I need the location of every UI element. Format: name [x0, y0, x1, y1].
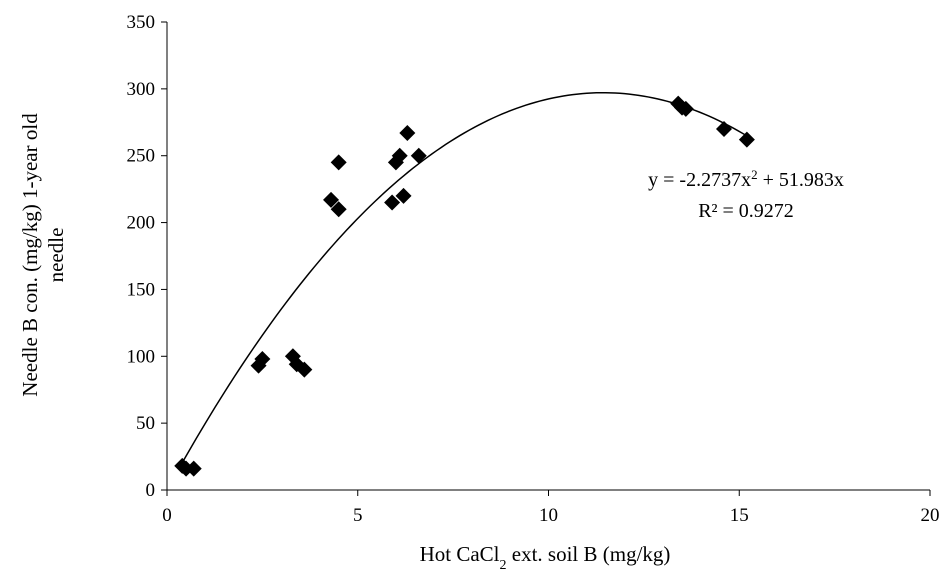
data-point: [391, 147, 408, 164]
y-tick-label: 200: [127, 213, 156, 234]
y-axis-title-line-2: needle: [44, 228, 68, 283]
x-tick-label: 20: [921, 505, 940, 526]
data-point: [395, 187, 412, 204]
y-tick-label: 300: [127, 79, 156, 100]
data-point: [296, 361, 313, 378]
data-point: [384, 194, 401, 211]
y-axis-ticks: 0 50 100 150 200 250 300 350: [127, 12, 167, 501]
y-tick-label: 350: [127, 12, 156, 33]
y-tick-label: 100: [127, 346, 156, 367]
data-point: [677, 100, 694, 117]
data-point: [399, 124, 416, 141]
x-axis-title: Hot CaCl2 ext. soil B (mg/kg): [420, 542, 671, 573]
x-tick-label: 5: [353, 505, 363, 526]
data-point: [715, 120, 732, 137]
y-axis-title-line-1: Needle B con. (mg/kg) 1-year old: [18, 113, 42, 397]
trendline: [181, 91, 748, 464]
data-point: [410, 147, 427, 164]
y-tick-label: 0: [146, 480, 156, 501]
trendline-equation: y = -2.2737x2 + 51.983x: [648, 167, 844, 192]
data-point: [185, 460, 202, 477]
data-point: [254, 350, 271, 367]
data-point: [738, 131, 755, 148]
r-squared-label: R² = 0.9272: [698, 200, 794, 222]
x-tick-label: 0: [162, 505, 172, 526]
x-tick-label: 10: [539, 505, 558, 526]
y-tick-label: 150: [127, 279, 156, 300]
y-axis-title: Needle B con. (mg/kg) 1-year old needle: [18, 113, 68, 397]
data-point: [330, 154, 347, 171]
data-points: [174, 95, 755, 477]
data-point: [330, 201, 347, 218]
data-point: [323, 191, 340, 208]
x-tick-label: 15: [730, 505, 749, 526]
x-axis-ticks: 0 5 10 15 20: [162, 490, 940, 526]
y-tick-label: 250: [127, 146, 156, 167]
y-tick-label: 50: [136, 413, 155, 434]
